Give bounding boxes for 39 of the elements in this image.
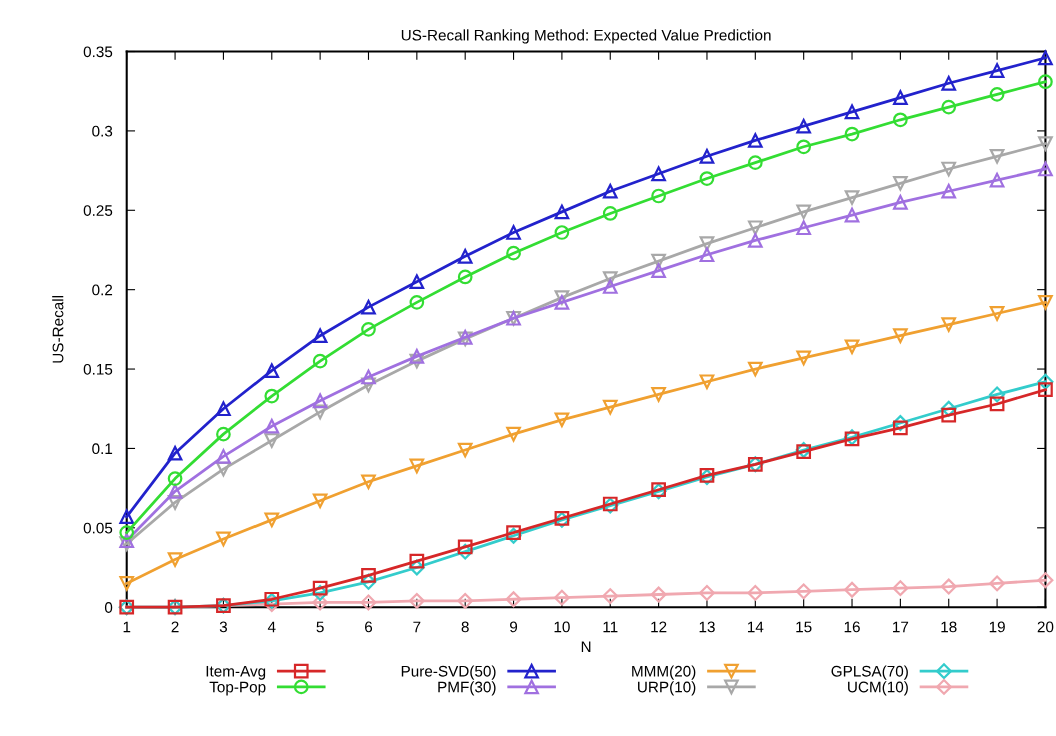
y-tick-label: 0.15 [83,363,113,375]
x-tick-label: 17 [893,621,909,633]
x-tick-label: 14 [747,621,764,633]
y-tick-label: 0.05 [83,522,113,534]
x-tick-label: 5 [316,621,324,633]
x-tick-label: 7 [413,621,421,633]
y-tick-label: 0.1 [92,443,113,455]
legend-label: UCM(10) [848,681,908,696]
x-tick-label: 18 [941,621,957,633]
x-tick-label: 11 [603,621,618,633]
y-tick-label: 0 [104,602,113,613]
y-tick-label: 0.2 [92,284,113,296]
x-tick-label: 16 [844,621,860,633]
y-tick-label: 0.3 [92,125,113,137]
x-tick-label: 13 [699,621,715,633]
legend-label: Item-Avg [206,665,266,680]
x-tick-label: 10 [554,621,570,633]
x-tick-label: 20 [1037,621,1054,633]
legend-label: MMM(20) [632,665,696,680]
y-tick-label: 0.25 [83,205,113,216]
y-tick-label: 0.35 [83,46,113,58]
x-tick-label: 15 [796,621,812,633]
legend-label: Top-Pop [209,681,266,696]
x-tick-label: 1 [123,621,131,633]
x-tick-label: 3 [219,621,227,633]
y-axis-title: US-Recall [52,296,64,363]
chart-title: US-Recall Ranking Method: Expected Value Prediction [401,29,771,44]
x-axis-title: N [581,641,591,652]
legend-label: Pure-SVD(50) [401,665,496,680]
legend-label: URP(10) [638,681,696,696]
legend-label: GPLSA(70) [831,665,908,680]
x-tick-label: 12 [651,621,667,633]
legend-label: PMF(30) [438,681,496,696]
x-tick-label: 2 [171,621,179,633]
x-tick-label: 19 [989,621,1005,633]
x-tick-label: 9 [510,621,518,633]
x-tick-label: 8 [461,621,469,633]
x-tick-label: 6 [365,621,373,633]
x-tick-label: 4 [267,621,276,633]
